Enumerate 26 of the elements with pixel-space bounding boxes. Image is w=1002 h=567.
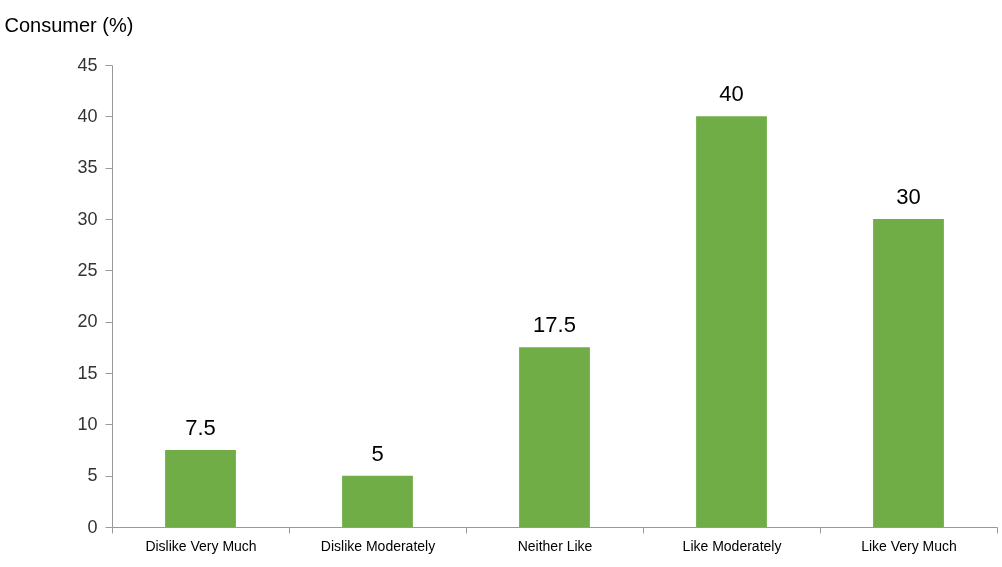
x-tick-label: Like Moderately: [682, 537, 782, 554]
y-tick-label: 45: [77, 54, 98, 75]
y-tick-label: 15: [77, 362, 98, 383]
y-tick-label: 35: [77, 157, 98, 178]
bar: [873, 219, 944, 527]
data-label: 30: [896, 184, 921, 209]
y-tick-label: 10: [77, 413, 98, 434]
data-label: 40: [719, 81, 744, 107]
bar: [519, 347, 590, 527]
bar: [165, 450, 236, 527]
x-tick-label: Dislike Moderately: [320, 537, 436, 554]
bar: [696, 116, 767, 527]
y-tick-label: 0: [87, 516, 98, 537]
x-tick-label: Neither Like: [517, 537, 593, 554]
y-tick-label: 5: [87, 465, 98, 486]
y-tick-label: 25: [77, 259, 98, 280]
bar: [342, 475, 413, 527]
x-tick-label: Like Very Much: [861, 537, 957, 554]
data-label: 5: [371, 440, 384, 466]
x-tick-label: Dislike Very Much: [145, 537, 257, 554]
y-tick-label: 30: [77, 208, 98, 229]
y-tick-label: 20: [77, 311, 98, 332]
data-label: 17.5: [533, 312, 576, 338]
y-axis-title: Consumer (%): [4, 13, 134, 36]
data-label: 7.5: [185, 415, 216, 440]
y-tick-label: 40: [77, 105, 98, 126]
